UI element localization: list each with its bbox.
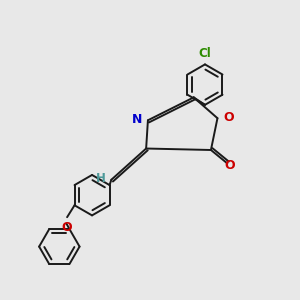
Text: Cl: Cl	[199, 47, 212, 60]
Text: N: N	[132, 112, 142, 126]
Text: O: O	[61, 221, 72, 234]
Text: O: O	[224, 111, 234, 124]
Text: H: H	[96, 172, 106, 185]
Text: O: O	[224, 159, 235, 172]
